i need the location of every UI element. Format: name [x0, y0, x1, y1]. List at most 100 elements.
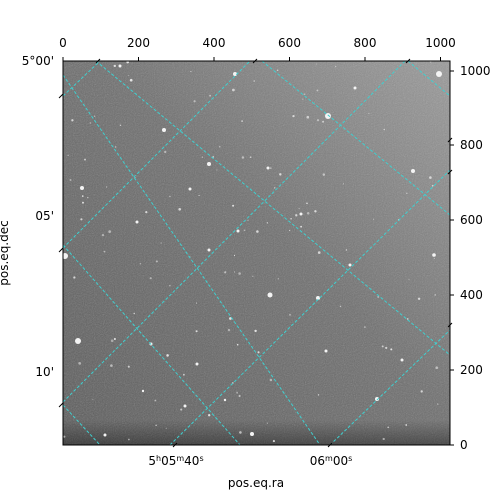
left-tick-label: 5°00': [22, 54, 54, 68]
star: [166, 354, 169, 357]
star: [103, 250, 106, 253]
star: [290, 218, 292, 220]
star: [314, 210, 317, 213]
star: [63, 435, 66, 438]
star: [233, 254, 236, 257]
star: [80, 186, 84, 190]
star: [169, 285, 171, 287]
tick-mark: [58, 247, 64, 253]
star: [195, 330, 198, 333]
star: [276, 69, 279, 72]
star: [165, 427, 167, 429]
star: [257, 351, 260, 354]
star: [434, 294, 437, 296]
star: [198, 194, 200, 196]
star: [375, 397, 379, 401]
right-tick-label: 1000: [460, 64, 491, 78]
right-tick-label: 200: [460, 363, 483, 377]
star: [155, 260, 158, 263]
star: [408, 278, 410, 280]
star: [429, 176, 432, 179]
star: [216, 169, 218, 171]
star: [233, 72, 237, 76]
bottom-tick-label: 5h05m40s: [148, 454, 203, 468]
star: [266, 422, 268, 424]
grid-line: [95, 61, 450, 356]
star: [195, 302, 198, 304]
plot-frame: [62, 60, 451, 446]
tick-mark: [405, 58, 411, 64]
top-tick-label: 1000: [425, 36, 456, 50]
star: [81, 195, 84, 197]
star: [306, 202, 308, 205]
star: [82, 201, 84, 204]
grid-line: [63, 61, 406, 403]
star: [78, 362, 82, 365]
tick-mark: [447, 169, 453, 175]
star: [322, 173, 326, 176]
star: [373, 218, 375, 220]
grid-line: [63, 74, 321, 445]
star: [110, 364, 113, 367]
star: [306, 115, 310, 119]
left-tick-labels: 5°00' 05' 10': [22, 54, 54, 379]
grid-line: [63, 244, 241, 445]
star: [299, 212, 303, 216]
star: [295, 214, 298, 217]
star: [436, 71, 442, 77]
star: [322, 120, 325, 123]
star: [188, 187, 192, 191]
star: [274, 187, 276, 189]
star: [253, 80, 255, 82]
star: [383, 128, 386, 131]
star: [339, 305, 342, 308]
tick-mark: [252, 58, 258, 64]
star: [411, 169, 415, 173]
star: [324, 349, 328, 353]
axis-ticks: [58, 57, 454, 448]
star: [417, 297, 421, 301]
star: [353, 86, 357, 90]
star: [236, 391, 239, 394]
star: [127, 365, 130, 368]
right-tick-labels: 0 200 400 600 800 1000: [460, 64, 491, 452]
star: [238, 394, 241, 398]
star: [141, 389, 145, 393]
tick-mark: [95, 58, 101, 64]
star: [190, 71, 192, 73]
star: [119, 124, 122, 127]
star: [381, 345, 384, 348]
star: [300, 225, 303, 228]
star: [224, 271, 227, 274]
star: [252, 275, 254, 277]
tick-mark: [447, 322, 453, 328]
star: [73, 276, 76, 279]
star: [247, 219, 249, 221]
star: [266, 222, 269, 224]
star: [435, 366, 439, 370]
star: [106, 186, 108, 188]
star: [279, 173, 282, 176]
grid-line: [63, 404, 101, 445]
grid-line: [261, 61, 450, 216]
star: [303, 93, 306, 96]
star: [436, 403, 439, 405]
tick-mark: [58, 402, 64, 408]
star: [162, 128, 166, 132]
star: [256, 230, 259, 233]
star: [267, 292, 273, 298]
star: [129, 78, 133, 82]
top-tick-labels: 0 200 400 600 800 1000: [59, 36, 456, 50]
star: [93, 115, 96, 117]
y-axis-label: pos.eq.dec: [0, 220, 11, 285]
star: [254, 329, 257, 333]
star: [89, 122, 91, 124]
star: [195, 362, 199, 366]
star: [139, 262, 142, 265]
tick-mark: [327, 442, 333, 448]
top-tick-label: 400: [203, 36, 226, 50]
star: [431, 184, 434, 187]
star: [201, 156, 204, 158]
star: [306, 211, 310, 215]
